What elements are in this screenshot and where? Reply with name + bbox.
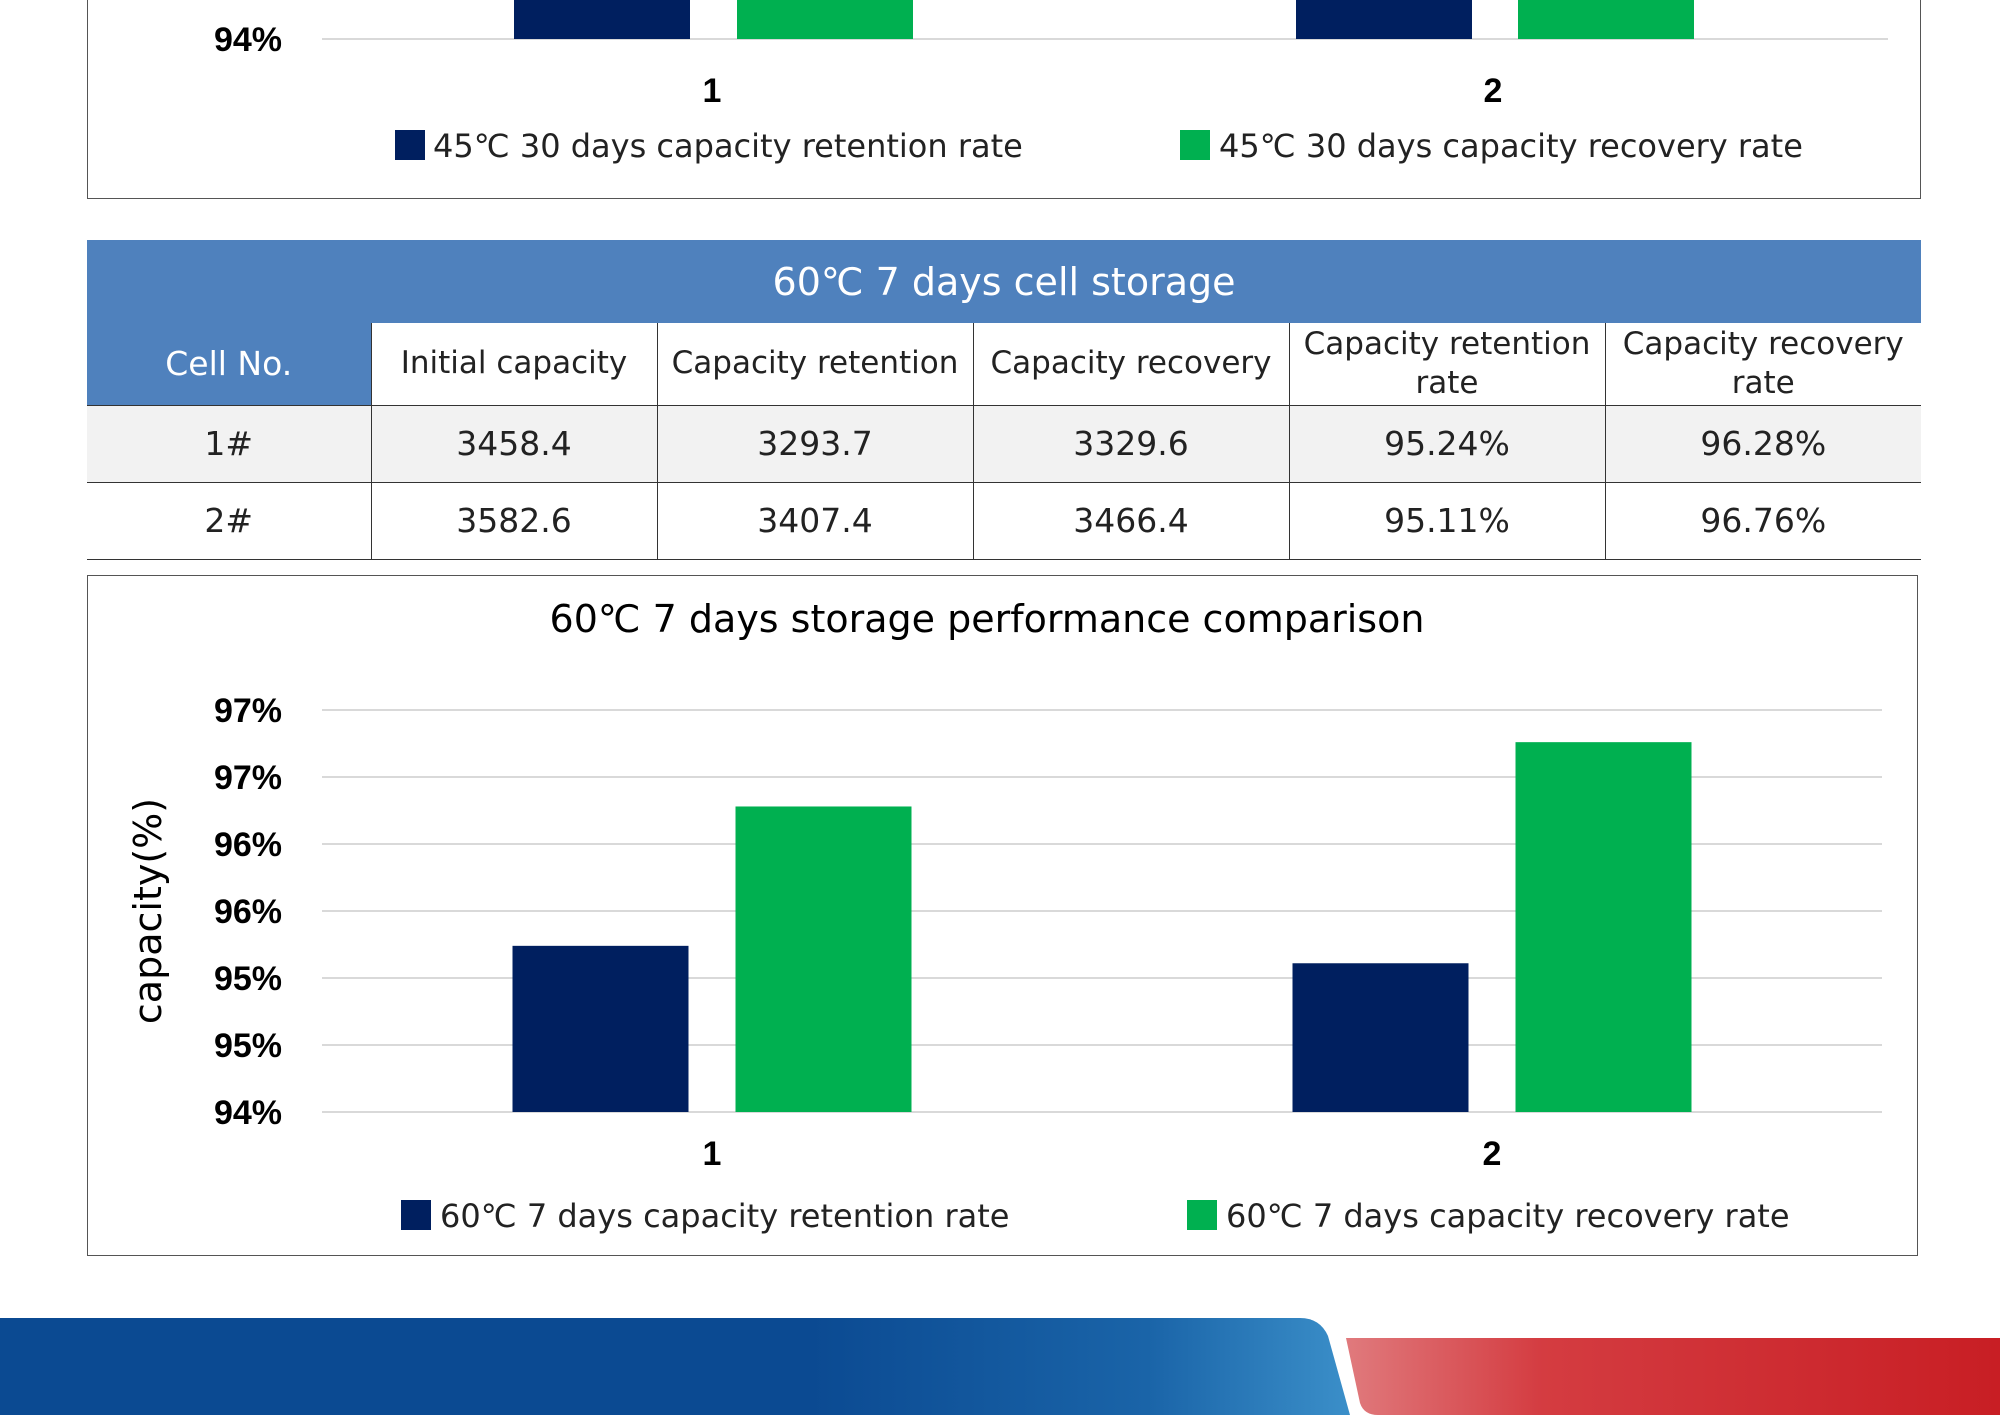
bar-retention-1 bbox=[512, 945, 689, 1112]
cell-capacity-recovery: 3329.6 bbox=[972, 405, 1289, 483]
y-tick-label: 94% bbox=[214, 21, 282, 59]
legend-label-recovery: 45℃ 30 days capacity recovery rate bbox=[1219, 127, 1803, 165]
storage-comparison-chart: 60℃ 7 days storage performance compariso… bbox=[126, 597, 1882, 1235]
bar-recovery-2 bbox=[1518, 0, 1694, 39]
y-axis-label: capacity(%) bbox=[126, 798, 170, 1024]
table-row: 1# 3458.4 3293.7 3329.6 95.24% 96.28% bbox=[87, 405, 1922, 483]
y-tick-label: 96% bbox=[214, 893, 282, 931]
cell-retention-rate: 95.24% bbox=[1288, 405, 1605, 483]
y-tick-label: 97% bbox=[214, 692, 282, 730]
footer-band bbox=[0, 1318, 2000, 1415]
footer-blue-stripe bbox=[0, 1318, 1350, 1415]
legend-label-retention: 45℃ 30 days capacity retention rate bbox=[433, 127, 1023, 165]
header-retention-rate: Capacity retention rate bbox=[1288, 323, 1605, 406]
bar-retention-2 bbox=[1296, 0, 1472, 39]
chart-panel: 60℃ 7 days storage performance compariso… bbox=[87, 575, 1918, 1256]
table-title: 60℃ 7 days cell storage bbox=[87, 240, 1922, 323]
header-cell-no: Cell No. bbox=[87, 323, 371, 406]
table-row: 2# 3582.6 3407.4 3466.4 95.11% 96.76% bbox=[87, 482, 1922, 560]
x-tick-label-2: 2 bbox=[1484, 72, 1503, 110]
x-tick-label: 2 bbox=[1483, 1135, 1502, 1173]
legend-swatch bbox=[401, 1200, 431, 1230]
legend-swatch bbox=[1187, 1200, 1217, 1230]
y-tick-label: 97% bbox=[214, 759, 282, 797]
bar-retention-2 bbox=[1292, 963, 1469, 1112]
cell-recovery-rate: 96.28% bbox=[1604, 405, 1922, 483]
chart-title: 60℃ 7 days storage performance compariso… bbox=[550, 597, 1425, 641]
bar-recovery-1 bbox=[735, 806, 912, 1112]
y-tick-label: 95% bbox=[214, 1027, 282, 1065]
legend-swatch-recovery bbox=[1180, 130, 1210, 160]
cell-capacity-retention: 3407.4 bbox=[656, 482, 973, 560]
y-axis-ticks: 94% 95% 95% 96% 96% 97% 97% bbox=[214, 692, 282, 1132]
storage-table: 60℃ 7 days cell storage Cell No. Initial… bbox=[87, 240, 1922, 560]
cell-capacity-recovery: 3466.4 bbox=[972, 482, 1289, 560]
footer-red-stripe bbox=[1346, 1338, 2000, 1415]
bar-retention-1 bbox=[514, 0, 690, 39]
bar-recovery-1 bbox=[737, 0, 913, 39]
y-tick-label: 95% bbox=[214, 960, 282, 998]
top-chart-panel: 94% 1 2 45℃ 30 days capacity retention r… bbox=[87, 0, 1921, 199]
y-tick-label: 96% bbox=[214, 826, 282, 864]
header-recovery-rate: Capacity recovery rate bbox=[1604, 323, 1922, 406]
header-initial-capacity: Initial capacity bbox=[370, 323, 657, 406]
legend-swatch-retention bbox=[395, 130, 425, 160]
legend-label: 60℃ 7 days capacity retention rate bbox=[440, 1197, 1009, 1235]
cell-recovery-rate: 96.76% bbox=[1604, 482, 1922, 560]
legend-label: 60℃ 7 days capacity recovery rate bbox=[1226, 1197, 1790, 1235]
cell-no: 2# bbox=[87, 482, 371, 560]
cell-initial-capacity: 3458.4 bbox=[370, 405, 657, 483]
cell-initial-capacity: 3582.6 bbox=[370, 482, 657, 560]
bars bbox=[512, 742, 1692, 1112]
header-capacity-recovery: Capacity recovery bbox=[972, 323, 1289, 406]
x-tick-label-1: 1 bbox=[703, 72, 722, 110]
x-tick-label: 1 bbox=[703, 1135, 722, 1173]
cell-capacity-retention: 3293.7 bbox=[656, 405, 973, 483]
legend: 60℃ 7 days capacity retention rate 60℃ 7 … bbox=[401, 1197, 1790, 1235]
header-capacity-retention: Capacity retention bbox=[656, 323, 973, 406]
cell-no: 1# bbox=[87, 405, 371, 483]
top-chart: 94% 1 2 45℃ 30 days capacity retention r… bbox=[214, 0, 1888, 165]
y-tick-label: 94% bbox=[214, 1094, 282, 1132]
bar-recovery-2 bbox=[1515, 742, 1692, 1112]
cell-retention-rate: 95.11% bbox=[1288, 482, 1605, 560]
